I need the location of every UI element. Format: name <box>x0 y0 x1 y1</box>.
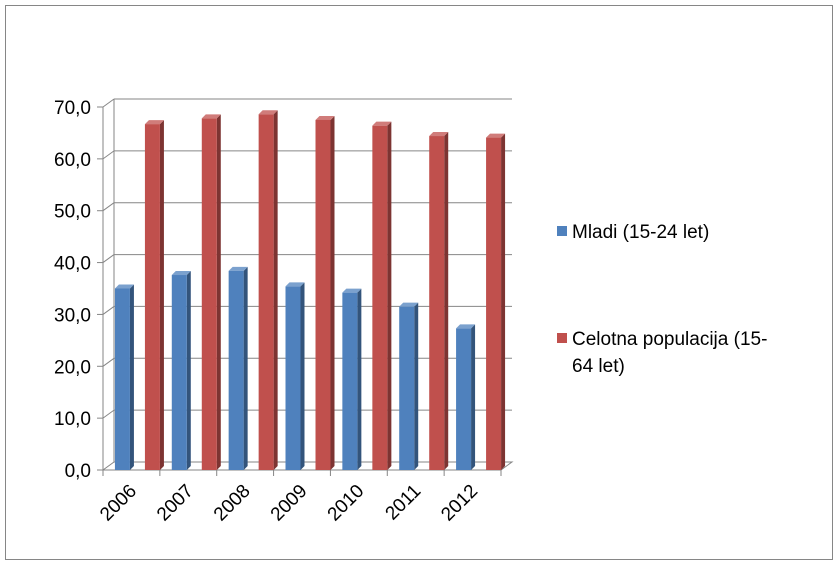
legend: Mladi (15-24 let) Celotna populacija (15… <box>557 222 767 377</box>
bar-top <box>372 121 392 126</box>
bar-side <box>444 132 449 471</box>
bar-side <box>129 284 134 470</box>
bar-front <box>372 125 388 470</box>
bar-side <box>300 282 305 470</box>
y-tick-label: 40,0 <box>54 254 91 275</box>
bar-mladi-2011 <box>399 302 419 470</box>
bar-celotna-2012 <box>486 133 506 471</box>
x-tick-label-2010: 2010 <box>324 481 369 526</box>
legend-swatch-mladi <box>557 226 567 236</box>
y-tick-label: 0,0 <box>65 461 91 482</box>
bar-celotna-2010 <box>372 121 392 470</box>
gridline-side <box>102 306 115 315</box>
bar-celotna-2009 <box>315 115 335 470</box>
x-tick-label-2012: 2012 <box>437 481 482 526</box>
bar-front <box>114 288 130 470</box>
bar-side <box>330 115 335 470</box>
y-tick-labels: 0,0 10,0 20,0 30,0 40,0 50,0 60,0 70,0 <box>54 98 91 482</box>
bar-celotna-2008 <box>258 110 278 470</box>
y-tick-label: 20,0 <box>54 357 91 378</box>
legend-label-celotna-line1: Celotna populacija (15- <box>572 329 767 350</box>
bar-side <box>414 302 419 470</box>
y-tick-label: 60,0 <box>54 150 91 171</box>
bar-celotna-2011 <box>429 132 449 471</box>
chart-floor <box>101 461 514 471</box>
bar-mladi-2008 <box>228 266 248 470</box>
gridline-side <box>102 254 115 263</box>
bar-celotna-2007 <box>201 114 221 470</box>
bar-front <box>228 270 244 470</box>
bar-front <box>315 119 331 470</box>
bar-front <box>342 292 358 470</box>
bar-top <box>114 284 134 289</box>
legend-label-mladi: Mladi (15-24 let) <box>572 222 709 243</box>
y-tick-label: 30,0 <box>54 305 91 326</box>
gridline-side <box>102 409 115 419</box>
bar-side <box>159 120 164 470</box>
bar-front <box>429 136 445 471</box>
bar-top <box>144 120 164 125</box>
bar-top <box>201 114 221 119</box>
bar-top <box>228 266 248 271</box>
bar-front <box>201 118 217 470</box>
bar-top <box>399 302 419 307</box>
bar-top <box>315 115 335 120</box>
x-tick-labels: 2006 2007 2008 2009 2010 2011 2012 <box>96 470 502 526</box>
bar-side <box>471 324 476 470</box>
bar-mladi-2007 <box>171 271 191 470</box>
bar-front <box>486 137 502 471</box>
bar-top <box>342 288 362 293</box>
bar-front <box>285 286 301 470</box>
legend-swatch-celotna <box>557 333 567 343</box>
bar-mladi-2006 <box>114 284 134 470</box>
y-tick-label: 50,0 <box>54 202 91 223</box>
gridline-side <box>102 98 115 108</box>
bar-mladi-2009 <box>285 282 305 470</box>
y-tick-label: 10,0 <box>54 409 91 430</box>
bar-top <box>486 133 506 138</box>
gridline-side <box>102 150 115 160</box>
bar-side <box>216 114 221 470</box>
bar-mladi-2010 <box>342 288 362 470</box>
bar-side <box>387 121 392 470</box>
bar-top <box>171 271 191 276</box>
bar-celotna-2006 <box>144 120 164 470</box>
bar-front <box>171 275 187 470</box>
x-tick-label-2006: 2006 <box>96 481 141 526</box>
bar-front <box>399 306 415 470</box>
bar-front <box>258 114 274 470</box>
x-tick-label-2011: 2011 <box>382 481 426 525</box>
x-tick-label-2008: 2008 <box>210 481 255 526</box>
gridline-side <box>102 357 115 367</box>
bar-top <box>258 110 278 115</box>
y-tick-label: 70,0 <box>54 98 91 119</box>
bar-front <box>144 124 160 470</box>
bar-mladi-2012 <box>456 324 476 470</box>
bar-top <box>456 324 476 329</box>
bar-front <box>456 328 472 470</box>
bar-side <box>186 271 191 470</box>
gridline-side <box>102 202 115 212</box>
x-tick-label-2007: 2007 <box>153 481 198 526</box>
bars <box>114 110 506 471</box>
bar-side <box>273 110 278 470</box>
legend-label-celotna-line2: 64 let) <box>572 356 625 377</box>
x-tick-label-2009: 2009 <box>267 481 312 526</box>
bar-top <box>429 132 449 137</box>
bar-side <box>357 288 362 470</box>
bar-side <box>501 133 506 471</box>
bar-side <box>243 266 248 470</box>
bar-top <box>285 282 305 287</box>
